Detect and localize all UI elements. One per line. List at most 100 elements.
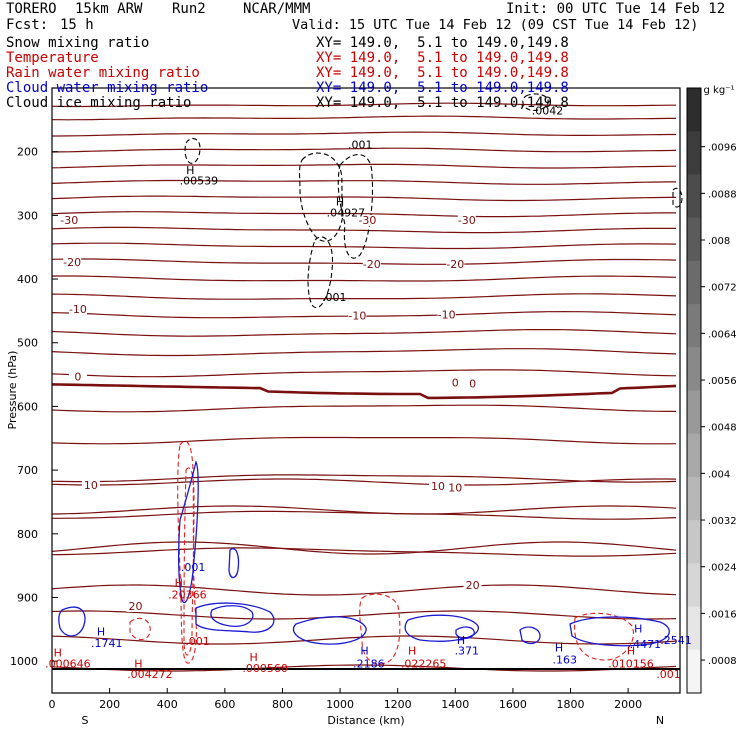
header-fcst-label: Fcst: <box>6 17 49 33</box>
field-annotation: .371 <box>455 645 480 658</box>
isotherm <box>51 610 677 620</box>
field-annotation: H <box>186 164 194 177</box>
cloud-water-contour <box>178 460 199 604</box>
contour-label-bg <box>81 479 100 491</box>
field-annotation: H <box>408 645 416 658</box>
cloud-water-contour <box>58 606 86 637</box>
field-annotation: .001 <box>348 138 373 151</box>
isotherm <box>51 179 676 185</box>
field-name-cloud-ice: Cloud ice mixing ratio <box>6 95 192 111</box>
x-tick-label: 0 <box>49 698 56 711</box>
cloud-water-contour <box>519 626 541 645</box>
colorbar-tick-label: .0064 <box>708 329 737 340</box>
field-annotation: .2186 <box>353 657 385 670</box>
field-annotation: .001 <box>656 668 681 681</box>
temperature-contour-label: -20 <box>63 256 81 269</box>
cloud-water-contour <box>292 616 367 645</box>
contour-label-bg <box>126 600 145 612</box>
y-tick-label: 200 <box>17 146 38 159</box>
temperature-contour-label: 10 <box>431 480 445 493</box>
temperature-contour-label: 10 <box>84 479 98 492</box>
header-org: NCAR/MMM <box>243 1 311 17</box>
field-xy-temperature: XY= 149.0, 5.1 to 149.0,149.8 <box>316 50 569 66</box>
temperature-contour-label: 0 <box>469 378 476 391</box>
colorbar-segment <box>687 390 701 435</box>
colorbar-segment <box>687 476 701 521</box>
snow-contour <box>337 154 374 259</box>
x-tick-label: 1200 <box>384 698 412 711</box>
temperature-contours <box>51 102 677 672</box>
x-tick-label: 1400 <box>441 698 469 711</box>
colorbar-segment <box>687 347 701 391</box>
colorbar-segment <box>687 88 701 132</box>
temperature-contour-label: -10 <box>69 303 87 316</box>
isotherm <box>51 348 677 357</box>
field-annotation: H <box>555 641 563 654</box>
contour-label-bg <box>429 481 448 493</box>
contour-label-bg <box>68 371 87 383</box>
isotherm <box>52 131 676 137</box>
contour-label-bg <box>348 310 367 322</box>
cloud-water-contour <box>455 626 475 640</box>
y-tick-label: 300 <box>17 209 38 222</box>
field-annotation: H <box>54 647 62 660</box>
x-tick-label: 200 <box>99 698 120 711</box>
field-annotation: .001 <box>185 635 210 648</box>
x-axis-end-label: N <box>656 714 664 727</box>
temperature-contour-label: 0 <box>452 376 459 389</box>
isotherm <box>51 584 677 596</box>
contour-label-bg <box>362 258 381 270</box>
field-xy-cloud-ice: XY= 149.0, 5.1 to 149.0,149.8 <box>316 95 569 111</box>
cloud-water-contour <box>195 602 275 633</box>
isotherm <box>51 195 676 202</box>
isotherm <box>51 664 677 672</box>
field-annotation: .20366 <box>168 589 207 602</box>
colorbar-tick-label: .008 <box>708 236 730 247</box>
isotherm <box>52 115 676 121</box>
cloud-water-contour <box>569 616 670 647</box>
colorbar-segment <box>687 217 701 262</box>
y-tick-label: 700 <box>17 464 38 477</box>
cloud-water-contour <box>210 605 254 627</box>
colorbar-tick-label: .0008 <box>708 656 737 667</box>
contour-label-bg <box>446 258 465 270</box>
isotherm <box>51 329 677 337</box>
field-annotation: .0042 <box>532 105 564 118</box>
temperature-contour-label: 0 <box>74 371 81 384</box>
isotherm <box>52 275 677 282</box>
isotherm <box>51 478 677 486</box>
isotherm <box>51 541 677 555</box>
x-axis-start-label: S <box>82 714 89 727</box>
y-tick-label: 800 <box>17 528 38 541</box>
field-name-cloud-water: Cloud water mixing ratio <box>6 80 209 96</box>
colorbar-segment <box>687 649 701 694</box>
isotherm <box>51 404 676 413</box>
colorbar-tick-label: .0032 <box>708 516 737 527</box>
isotherm <box>51 102 676 108</box>
field-annotation: .004272 <box>127 668 173 681</box>
colorbar-tick-label: .0024 <box>708 563 737 574</box>
colorbar-tick-label: .0016 <box>708 609 737 620</box>
field-annotation: .1741 <box>91 637 123 650</box>
colorbar-tick-label: .0048 <box>708 423 737 434</box>
temperature-contour-label: 20 <box>129 600 143 613</box>
field-annotation: H <box>360 645 368 658</box>
temperature-contour-label: -20 <box>446 258 464 271</box>
freezing-isotherm <box>51 383 677 400</box>
colorbar-segment <box>687 131 701 175</box>
x-tick-label: 1000 <box>326 698 354 711</box>
temperature-contour-label: -10 <box>438 308 456 321</box>
field-annotation: H <box>97 626 105 639</box>
header-model: TORERO <box>6 1 57 17</box>
isotherm <box>51 211 676 218</box>
snow-contour <box>184 138 201 164</box>
contour-label-bg <box>437 309 456 321</box>
temperature-contour-label: -20 <box>363 258 381 271</box>
x-tick-label: 400 <box>157 698 178 711</box>
field-annotation: .001 <box>322 291 347 304</box>
header-fcst-value: 15 h <box>60 17 94 33</box>
isotherm <box>51 436 677 445</box>
contour-label-bg <box>60 215 79 227</box>
isotherm <box>51 147 677 153</box>
